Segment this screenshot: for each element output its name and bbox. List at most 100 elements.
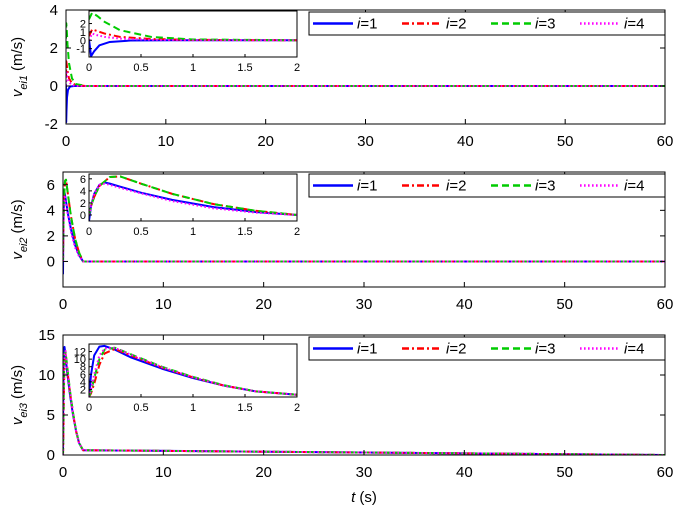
legend-2: i=1 i=2 i=3 i=4 [308, 173, 666, 198]
x-tick-label: 50 [556, 464, 573, 481]
y-tick-label: 5 [47, 407, 55, 424]
main-1-series-4 [66, 69, 665, 87]
inset-2-series-4 [89, 182, 297, 216]
y-tick-label: 2 [50, 40, 58, 57]
inset-background [89, 174, 297, 221]
x-tick-label: 20 [257, 133, 274, 150]
inset-y-tick-label: 10 [74, 354, 86, 366]
x-tick-label: 0 [62, 133, 70, 150]
x-tick-label: 20 [255, 464, 272, 481]
inset-y-tick-label: 4 [80, 377, 86, 389]
legend-label-1: i=1 [357, 178, 377, 195]
inset-lines-1 [89, 11, 297, 57]
inset-y-tick-label: 2 [80, 19, 86, 31]
x-tick-label: 40 [456, 296, 473, 313]
inset-y-tick-label: -1 [76, 44, 86, 56]
y-tick-label: 0 [50, 78, 58, 95]
y-axis-label: vei3 (m/s) [9, 365, 30, 425]
legend-label-2: i=2 [446, 16, 466, 33]
inset-x-tick-label: 1.5 [237, 62, 252, 74]
inset-x-tick-label: 1.5 [237, 402, 252, 414]
inset-x-tick-label: 0 [86, 402, 92, 414]
legend-label-4: i=4 [624, 16, 644, 33]
x-tick-label: 40 [457, 133, 474, 150]
inset-y-tick-label: 8 [80, 362, 86, 374]
y-label-sub: ei2 [18, 237, 30, 252]
y-tick-label: 0 [47, 447, 55, 464]
inset-x-tick-label: 2 [294, 402, 300, 414]
inset-x-tick-label: 0 [86, 62, 92, 74]
legend-label-1: i=1 [357, 341, 377, 358]
y-label-var: v [9, 88, 26, 97]
inset-x-tick-label: 1 [190, 402, 196, 414]
legend-box [308, 336, 666, 361]
main-1-series-1 [66, 84, 665, 124]
legend-label-3: i=3 [535, 178, 555, 195]
x-tick-label: 10 [155, 296, 172, 313]
legend-3: i=1 i=2 i=3 i=4 [308, 336, 666, 361]
inset-background [89, 11, 297, 57]
inset-y-tick-label: 0 [80, 35, 86, 47]
x-tick-label: 60 [657, 133, 674, 150]
x-tick-label: 10 [155, 464, 172, 481]
x-tick-label: 30 [357, 133, 374, 150]
y-tick-label: 2 [47, 228, 55, 245]
x-tick-label: 60 [657, 296, 674, 313]
inset-lines-3 [89, 344, 297, 397]
inset-x-tick-label: 1 [190, 226, 196, 238]
y-axis-label: vei2 (m/s) [9, 199, 30, 259]
inset-y-tick-label: 2 [80, 198, 86, 210]
inset-y-tick-label: 2 [80, 384, 86, 396]
inset-y-tick-label: 0 [80, 210, 86, 222]
inset-x-tick-label: 0.5 [133, 402, 148, 414]
inset-1-series-4 [89, 32, 297, 42]
x-tick-label: 60 [657, 464, 674, 481]
inset-3-series-4 [89, 346, 297, 397]
inset-y-tick-label: 4 [80, 186, 86, 198]
inset-y-tick-label: 12 [74, 347, 86, 359]
inset-lines-2 [89, 175, 297, 221]
x-tick-label: 50 [556, 296, 573, 313]
x-tick-label: 10 [157, 133, 174, 150]
y-label-unit: (m/s) [9, 37, 26, 71]
inset-y-tick-label: 6 [80, 174, 86, 186]
x-tick-label: 0 [59, 464, 67, 481]
legend-1: i=1 i=2 i=3 i=4 [308, 11, 666, 36]
legend-label-4: i=4 [624, 178, 644, 195]
inset-x-tick-label: 2 [294, 62, 300, 74]
inset-y-tick-label: 1 [80, 27, 86, 39]
y-label-unit: (m/s) [9, 365, 26, 399]
legend-label-3: i=3 [535, 341, 555, 358]
x-tick-label: 0 [59, 296, 67, 313]
legend-label-1: i=1 [357, 16, 377, 33]
y-tick-label: 15 [38, 327, 55, 344]
legend-label-2: i=2 [446, 178, 466, 195]
y-label-unit: (m/s) [9, 199, 26, 233]
x-tick-label: 50 [557, 133, 574, 150]
main-1-series-2 [66, 60, 665, 87]
y-label-sub: ei3 [18, 402, 30, 418]
y-tick-label: 4 [47, 202, 55, 219]
x-tick-label: 30 [356, 464, 373, 481]
y-tick-label: 10 [38, 367, 55, 384]
inset-3-series-2 [89, 347, 297, 397]
y-label-var: v [9, 416, 26, 425]
inset-x-tick-label: 2 [294, 226, 300, 238]
y-tick-label: 4 [50, 2, 58, 19]
x-tick-label: 20 [255, 296, 272, 313]
y-tick-label: 0 [47, 253, 55, 270]
legend-label-3: i=3 [535, 16, 555, 33]
y-tick-label: 6 [47, 177, 55, 194]
inset-x-tick-label: 0.5 [133, 62, 148, 74]
inset-x-tick-label: 0.5 [133, 226, 148, 238]
inset-x-tick-label: 0 [86, 226, 92, 238]
y-label-sub: ei1 [18, 75, 30, 90]
x-tick-label: 40 [456, 464, 473, 481]
